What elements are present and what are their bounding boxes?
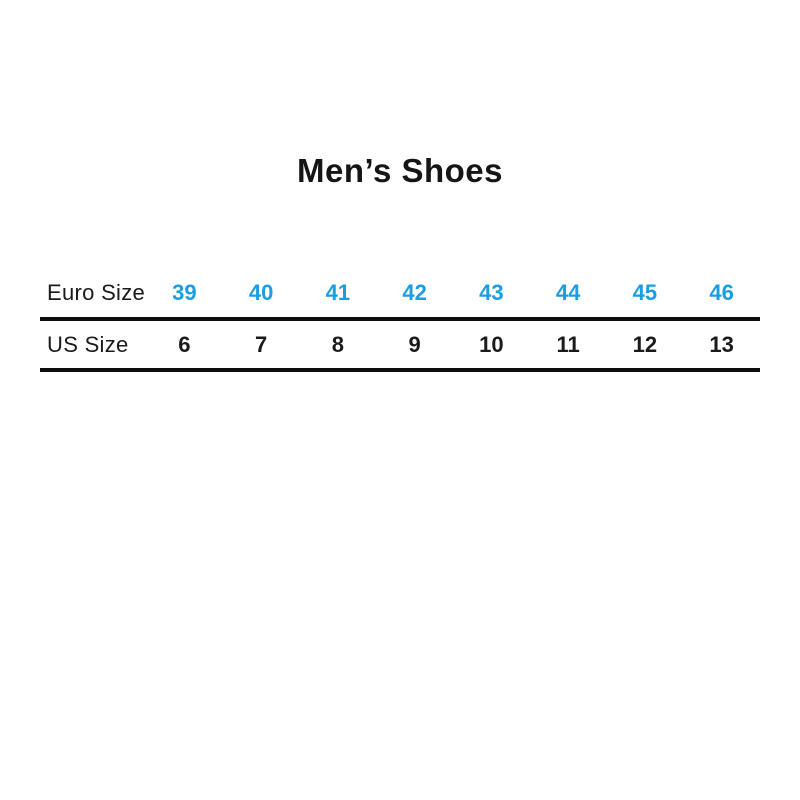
us-size-row-label: US Size bbox=[47, 331, 129, 357]
us-size-value: 9 bbox=[408, 331, 421, 357]
us-size-value: 11 bbox=[556, 331, 580, 357]
euro-size-value: 44 bbox=[555, 279, 581, 305]
us-size-value: 8 bbox=[331, 331, 344, 357]
us-size-value: 13 bbox=[709, 331, 734, 357]
euro-size-value: 46 bbox=[709, 279, 734, 305]
us-size-value: 6 bbox=[178, 331, 191, 357]
euro-size-value: 45 bbox=[632, 279, 658, 305]
euro-size-value: 41 bbox=[325, 279, 351, 305]
euro-size-value: 42 bbox=[402, 279, 427, 305]
us-size-value: 7 bbox=[255, 331, 268, 357]
euro-size-value: 39 bbox=[172, 279, 197, 305]
table-row-euro-size: Euro Size 39 40 41 42 43 44 45 46 bbox=[40, 268, 760, 319]
euro-size-value: 40 bbox=[248, 279, 274, 305]
euro-size-row-label: Euro Size bbox=[47, 279, 146, 305]
page-title: Men’s Shoes bbox=[297, 152, 503, 189]
us-size-value: 10 bbox=[479, 331, 504, 357]
us-size-value: 12 bbox=[632, 331, 658, 357]
size-conversion-table: Euro Size 39 40 41 42 43 44 45 46 US Siz… bbox=[40, 268, 760, 372]
euro-size-value: 43 bbox=[479, 279, 504, 305]
table-row-us-size: US Size 6 7 8 9 10 11 12 13 bbox=[40, 319, 760, 370]
